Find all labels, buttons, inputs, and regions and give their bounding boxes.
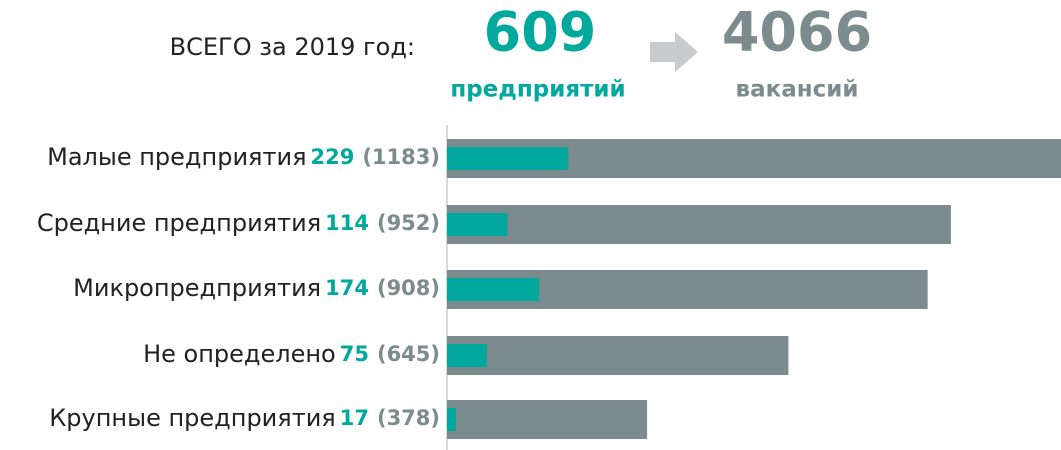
value-labels: 174 (908) [325,276,440,300]
vacancies-total: 4066 [722,1,872,64]
enterprise-value: 17 [340,406,369,430]
enterprise-value: 174 [325,276,369,300]
category-label: Не определено [143,340,336,368]
enterprise-bar [447,344,487,367]
category-label: Малые предприятия [47,143,306,171]
enterprises-word: предприятий [450,77,625,103]
enterprise-bar [447,147,569,170]
value-labels: 17 (378) [340,406,440,430]
value-labels: 114 (952) [325,211,440,235]
enterprise-bar [447,213,508,236]
bars [447,139,1061,439]
category-label: Крупные предприятия [49,404,335,432]
vacancy-value: (378) [377,406,440,430]
value-labels: 229 (1183) [311,145,441,169]
enterprise-value: 75 [340,342,369,366]
category-label: Микропредприятия [73,274,321,302]
vacancy-value: (908) [377,276,440,300]
vacancy-value: (1183) [362,145,440,169]
enterprises-total: 609 [484,1,597,64]
enterprise-bar [447,408,456,431]
vacancy-bar [447,205,951,244]
vacancy-bar [447,400,648,439]
category-label: Средние предприятия [37,209,321,237]
enterprise-bar [447,278,540,301]
enterprise-value: 229 [311,145,355,169]
vacancy-value: (645) [377,342,440,366]
arrow [650,32,698,72]
value-labels: 75 (645) [340,342,440,366]
enterprise-value: 114 [325,211,369,235]
vacancies-word: вакансий [736,77,859,103]
vacancy-bar [447,336,789,375]
vacancy-value: (952) [377,211,440,235]
header-label: ВСЕГО за 2019 год: [170,33,415,61]
